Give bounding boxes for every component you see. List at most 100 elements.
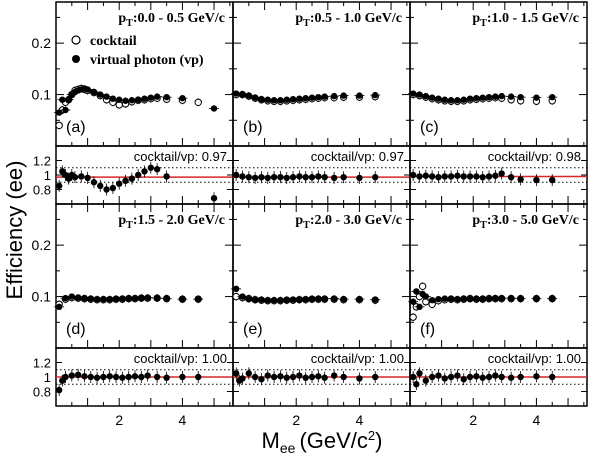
vp-point [302, 94, 309, 102]
panel-title-sub: T [303, 18, 310, 29]
vp-point [428, 94, 436, 101]
ratio-point [163, 173, 170, 180]
panel-label: (d) [66, 321, 86, 338]
ratio-point [498, 170, 505, 177]
panel-title-p: p [472, 213, 480, 228]
vp-point [125, 295, 132, 302]
ratio-point [428, 173, 436, 180]
vp-point [277, 296, 284, 304]
vp-point [485, 93, 493, 101]
vp-point [138, 294, 145, 302]
vp-point [340, 295, 347, 303]
ratio-point [533, 176, 540, 184]
vp-point [245, 92, 253, 99]
vp-point [517, 93, 524, 101]
vp-point [163, 93, 170, 101]
vp-point [81, 294, 88, 302]
ratio-point [315, 173, 322, 180]
vp-point [264, 96, 271, 103]
ratio-point [479, 173, 486, 181]
ratio-point [283, 374, 290, 381]
vp-point [59, 96, 66, 103]
ratio-point [264, 372, 271, 379]
ratio-point [239, 375, 246, 382]
xtick-label: 4 [179, 412, 187, 428]
eff-ytick-label: 0.1 [32, 87, 52, 103]
legend-label: cocktail [90, 34, 137, 49]
vp-point [270, 97, 278, 104]
ratio-point [321, 173, 328, 181]
vp-point [251, 94, 259, 101]
eff-ytick-label: 0.2 [32, 35, 52, 51]
vp-point [466, 95, 474, 102]
vp-point [422, 92, 430, 100]
ratio-point [330, 372, 338, 379]
ratio-point [195, 373, 202, 381]
ratio-point [507, 374, 515, 381]
ratio-point [232, 171, 240, 179]
ratio-point [473, 373, 480, 380]
vp-point [549, 295, 556, 302]
vp-point [93, 295, 101, 303]
vp-point [447, 97, 455, 104]
vp-point [87, 295, 94, 302]
panel-title-p: p [295, 213, 303, 228]
xtick-label: 2 [469, 412, 477, 428]
vp-point [210, 105, 218, 112]
ratio-point [277, 173, 284, 181]
ratio-point [460, 375, 467, 383]
panel-6: 2 4 pT:3.0 - 5.0 GeV/c (f) cocktail/vp: 1.00 [408, 203, 588, 428]
vp-point [65, 96, 72, 103]
vp-point [517, 295, 524, 302]
panel-title: pT:1.5 - 2.0 GeV/c [118, 213, 225, 231]
ratio-point [409, 373, 417, 381]
vp-point [258, 96, 265, 103]
ratio-point [125, 373, 132, 381]
vp-point [97, 91, 104, 98]
vp-point [119, 295, 126, 302]
ratio-point [232, 370, 240, 377]
panel-5: 2 4 pT:2.0 - 3.0 GeV/c (e) cocktail/vp: 1.00 [231, 203, 411, 428]
ratio-point [447, 173, 455, 180]
vp-point [479, 295, 486, 302]
ratio-point [492, 172, 499, 179]
ratio-point [153, 373, 161, 381]
vp-point [296, 296, 303, 303]
ratio-point [454, 372, 461, 379]
vp-point [84, 86, 91, 93]
cocktail-point [194, 98, 202, 106]
ratio-point [62, 373, 69, 381]
ratio-point [492, 372, 499, 379]
ratio-point [447, 373, 455, 381]
ratio-point [270, 373, 278, 381]
vp-point [55, 109, 63, 116]
vp-point [153, 294, 161, 302]
vp-point [460, 96, 467, 103]
legend-marker-vp [72, 55, 80, 63]
vp-point [68, 293, 76, 300]
ratio-point [103, 186, 110, 193]
ratio-ytick-label: 1 [44, 370, 51, 385]
ratio-point [100, 373, 107, 381]
ratio-point [356, 174, 363, 182]
ratio-label: cocktail/vp: 1.00 [488, 351, 581, 366]
y-axis-title: Efficiency (ee) [2, 161, 27, 300]
vp-point [416, 303, 423, 311]
vp-point [258, 296, 265, 303]
vp-point [356, 295, 363, 303]
vp-point [549, 93, 556, 101]
ratio-point [466, 373, 474, 381]
panel-title-range: :1.0 - 1.5 GeV/c [487, 11, 579, 26]
vp-point [144, 294, 151, 301]
vp-point [270, 296, 278, 304]
ratio-point [460, 173, 467, 180]
ratio-point [71, 173, 79, 181]
ratio-label: cocktail/vp: 0.97 [311, 149, 404, 164]
ratio-point [258, 375, 265, 383]
ratio-point [454, 172, 461, 179]
x-axis-title-close: ) [375, 428, 382, 453]
vp-point [340, 92, 347, 99]
ratio-point [308, 173, 316, 181]
ratio-ytick-label: 1.2 [33, 356, 51, 371]
panel-title-p: p [472, 11, 480, 26]
